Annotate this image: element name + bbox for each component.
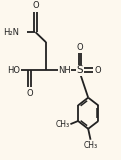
- Text: O: O: [77, 43, 83, 52]
- Text: O: O: [26, 89, 33, 98]
- Text: O: O: [32, 1, 39, 10]
- Text: CH₃: CH₃: [56, 120, 70, 129]
- Text: HO: HO: [7, 66, 20, 75]
- Text: S: S: [77, 65, 83, 75]
- Text: H₂N: H₂N: [3, 28, 19, 37]
- Text: NH: NH: [58, 66, 71, 75]
- Text: CH₃: CH₃: [83, 141, 98, 150]
- Text: O: O: [94, 66, 101, 75]
